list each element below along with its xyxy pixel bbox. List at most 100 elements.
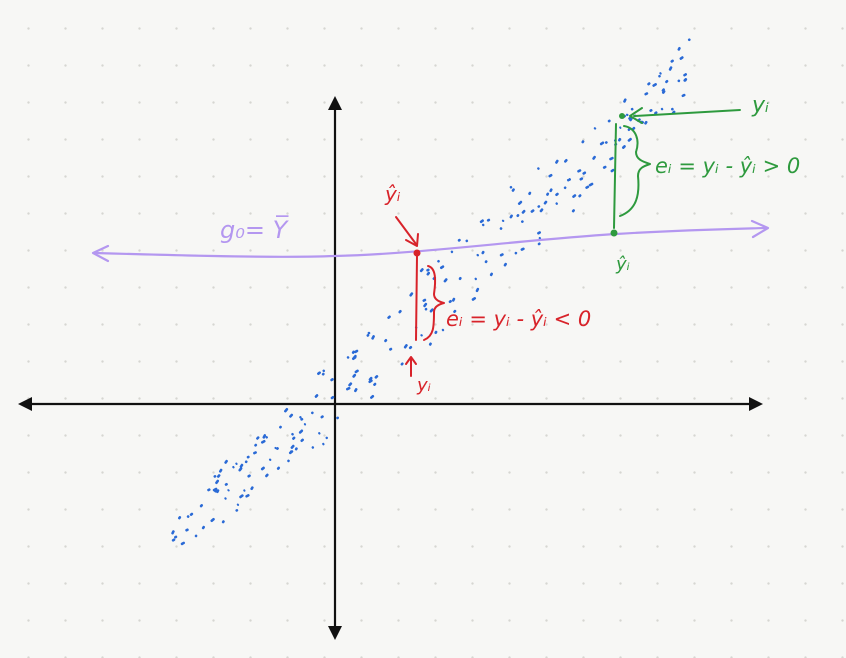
- scatter-point: [548, 173, 553, 178]
- scatter-point: [538, 236, 542, 240]
- scatter-point: [368, 376, 373, 381]
- scatter-point: [287, 459, 290, 463]
- scatter-point: [290, 444, 295, 449]
- green-residual-segment: [613, 123, 617, 229]
- scatter-point: [351, 350, 355, 354]
- scatter-point: [441, 328, 445, 332]
- scatter-point: [370, 394, 375, 399]
- scatter-point: [471, 297, 477, 301]
- green-residual-brace: [619, 125, 651, 217]
- scatter-point: [426, 271, 431, 276]
- scatter-point: [239, 494, 244, 499]
- scatter-point: [572, 194, 577, 198]
- scatter-point: [367, 331, 371, 335]
- scatter-point: [511, 188, 515, 192]
- scatter-point: [660, 107, 664, 111]
- scatter-point: [509, 214, 513, 219]
- scatter-point: [593, 127, 597, 130]
- negative-residual: ŷᵢ eᵢ = yᵢ - ŷᵢ < 0 yᵢ: [384, 182, 591, 396]
- scatter-point: [236, 503, 240, 506]
- scatter-point: [443, 278, 448, 283]
- scatter-point: [475, 287, 480, 293]
- scatter-point: [683, 78, 688, 82]
- scatter-point: [476, 253, 479, 257]
- scatter-point: [537, 205, 541, 208]
- scatter-point: [289, 413, 294, 418]
- green-observed-point: [619, 113, 625, 119]
- scatter-point: [199, 504, 204, 508]
- mean-line-right-arrow: [750, 219, 770, 239]
- scatter-point: [659, 72, 662, 75]
- scatter-point: [448, 299, 452, 304]
- green-residual-label: eᵢ = yᵢ - ŷᵢ > 0: [655, 154, 800, 178]
- scatter-point: [429, 308, 434, 313]
- scatter-point: [189, 512, 194, 516]
- scatter-point: [321, 372, 325, 376]
- scatter-point: [352, 354, 357, 360]
- scatter-point: [499, 253, 504, 257]
- scatter-point: [368, 379, 373, 384]
- scatter-point: [232, 465, 235, 469]
- scatter-point: [371, 335, 375, 340]
- green-y-pointer-head: [629, 107, 643, 124]
- scatter-point: [254, 443, 258, 447]
- scatter-point: [607, 119, 611, 123]
- scatter-point: [325, 436, 329, 440]
- scatter-point: [486, 218, 491, 222]
- scatter-point: [424, 307, 428, 311]
- scatter-point: [665, 79, 669, 84]
- mean-line: g₀= Y̅: [91, 215, 770, 263]
- scatter-point: [528, 191, 532, 196]
- scatter-point: [629, 117, 633, 122]
- y-axis-bottom-arrow: [328, 626, 342, 640]
- scatter-point: [546, 192, 550, 196]
- scatter-point: [687, 38, 691, 42]
- scatter-point: [260, 439, 266, 444]
- scatter-points: [171, 38, 691, 546]
- red-yhat-label: ŷᵢ: [384, 182, 401, 206]
- scatter-point: [260, 466, 265, 471]
- scatter-point: [245, 494, 250, 498]
- scatter-point: [303, 423, 307, 426]
- scatter-point: [291, 432, 294, 436]
- scatter-point: [644, 120, 648, 125]
- scatter-point: [311, 446, 315, 449]
- scatter-point: [503, 262, 507, 267]
- scatter-point: [419, 268, 424, 273]
- scatter-point: [679, 56, 684, 60]
- scatter-point: [300, 438, 304, 443]
- scatter-point: [180, 541, 185, 546]
- scatter-point: [235, 509, 239, 512]
- scatter-point: [185, 528, 189, 532]
- scatter-point: [218, 468, 223, 473]
- scatter-point: [314, 394, 319, 398]
- scatter-point: [346, 356, 350, 359]
- scatter-point: [292, 436, 296, 440]
- scatter-point: [481, 250, 485, 255]
- scatter-point: [294, 447, 298, 451]
- scatter-point: [521, 209, 526, 214]
- red-yhat-pointer-head: [405, 233, 419, 247]
- green-yhat-label: ŷᵢ: [615, 254, 630, 275]
- x-axis-left-arrow: [18, 397, 32, 411]
- scatter-point: [537, 242, 541, 246]
- red-y-pointer-head: [405, 356, 417, 365]
- scatter-point: [563, 186, 567, 190]
- scatter-point: [489, 272, 493, 277]
- scatter-point: [537, 231, 541, 235]
- scatter-point: [568, 178, 571, 181]
- scatter-point: [311, 411, 314, 415]
- scatter-point: [610, 168, 615, 173]
- scatter-point: [212, 487, 218, 492]
- scatter-point: [516, 214, 520, 218]
- scatter-point: [246, 455, 250, 459]
- scatter-point: [537, 167, 540, 170]
- scatter-point: [288, 450, 294, 455]
- scatter-point: [625, 113, 629, 117]
- scatter-point: [420, 334, 423, 337]
- scatter-point: [409, 292, 414, 297]
- scatter-point: [549, 188, 553, 193]
- scatter-point: [227, 489, 230, 492]
- scatter-point: [451, 297, 456, 302]
- scatter-point: [521, 220, 524, 223]
